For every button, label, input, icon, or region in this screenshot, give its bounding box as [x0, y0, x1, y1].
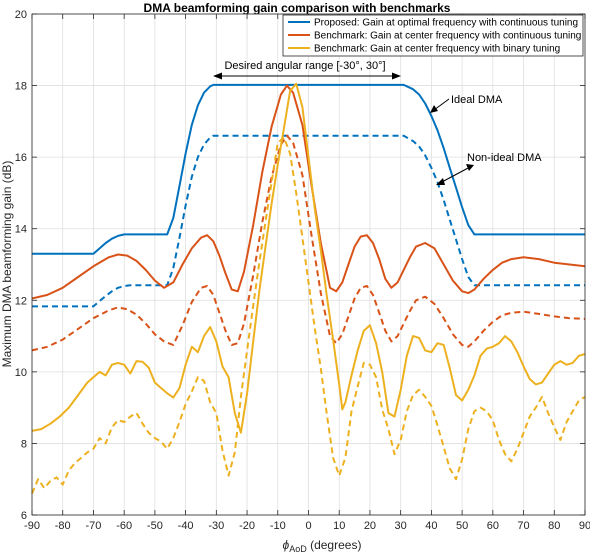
x-tick-label: 60 [487, 520, 499, 532]
x-axis-label-unit: (degrees) [307, 538, 362, 552]
x-tick-label: 80 [548, 520, 560, 532]
y-tick-label: 18 [15, 81, 27, 93]
x-tick-label: 10 [333, 520, 345, 532]
legend-label-1: Benchmark: Gain at center frequency with… [314, 31, 581, 42]
annotation-nonideal: Non-ideal DMA [467, 152, 542, 164]
x-tick-label: 40 [425, 520, 437, 532]
series-line-4 [31, 82, 586, 434]
x-tick-label: 20 [364, 520, 376, 532]
nonideal-arrow-tail-head [436, 178, 445, 185]
series-layer [31, 82, 586, 494]
x-tick-label: 90 [579, 520, 590, 532]
x-tick-label: -60 [116, 520, 132, 532]
legend-label-2: Benchmark: Gain at center frequency with… [314, 44, 560, 55]
x-axis-label-sub: AoD [289, 544, 307, 554]
x-tick-label: -50 [147, 520, 163, 532]
y-tick-label: 6 [21, 510, 27, 522]
legend-label-0: Proposed: Gain at optimal frequency with… [314, 18, 578, 29]
x-tick-label: 30 [395, 520, 407, 532]
x-tick-label: -90 [24, 520, 40, 532]
y-tick-label: 8 [21, 438, 27, 450]
annotation-ideal: Ideal DMA [451, 94, 503, 106]
y-tick-label: 12 [15, 295, 27, 307]
series-line-2 [31, 84, 586, 300]
x-tick-label: -80 [55, 520, 71, 532]
series-line-1 [32, 134, 585, 308]
range-arrow-right-head [392, 72, 401, 80]
legend-box [282, 14, 584, 57]
nonideal-arrow-head [466, 164, 474, 171]
nonideal-arrow-line [439, 166, 471, 184]
annotation-range: Desired angular range [-30°, 30°] [224, 60, 385, 72]
x-tick-label: 50 [456, 520, 468, 532]
x-tick-label: 0 [305, 520, 311, 532]
x-tick-label: -20 [239, 520, 255, 532]
x-tick-label: -10 [270, 520, 286, 532]
range-arrow-left-head [213, 72, 222, 80]
series-line-0 [32, 83, 585, 255]
series-line-5 [31, 136, 586, 494]
tick-labels: -90 -80 -70 -60 -50 -40 -30 -20 -10 0 10 20 30 40 50 60… [15, 9, 590, 532]
x-axis-label: ϕAoD (degrees) [283, 538, 362, 554]
x-tick-label: 70 [517, 520, 529, 532]
x-tick-label: -70 [85, 520, 101, 532]
y-axis-label: Maximum DMA beamforming gain (dB) [0, 161, 14, 368]
annotations: Desired angular range [-30°, 30°] Ideal … [213, 60, 542, 185]
chart-title: DMA beamforming gain comparison with ben… [144, 1, 451, 15]
series-line-3 [31, 134, 586, 352]
legend: Proposed: Gain at optimal frequency with… [282, 14, 584, 57]
y-tick-label: 10 [15, 367, 27, 379]
ideal-arrow-line [433, 98, 450, 111]
x-axis-label-main: ϕ [283, 538, 290, 552]
y-tick-label: 14 [15, 224, 27, 236]
y-tick-label: 16 [15, 152, 27, 164]
y-tick-label: 20 [15, 9, 27, 21]
x-tick-label: -40 [178, 520, 194, 532]
ideal-arrow-head [430, 105, 438, 113]
x-tick-label: -30 [208, 520, 224, 532]
